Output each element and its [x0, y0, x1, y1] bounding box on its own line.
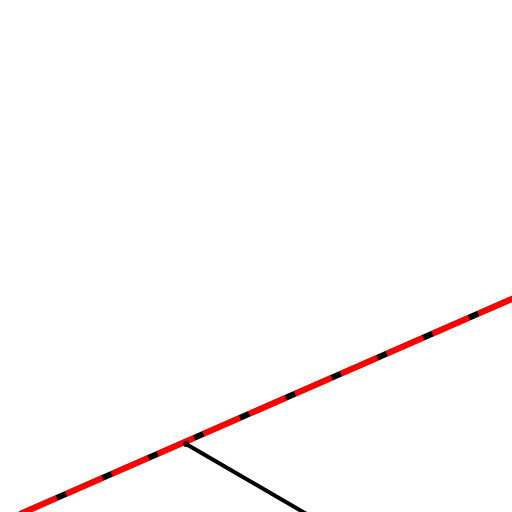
junction-node [183, 441, 189, 447]
branch-line [184, 442, 308, 512]
main-line-dashed-overlay [18, 295, 512, 512]
